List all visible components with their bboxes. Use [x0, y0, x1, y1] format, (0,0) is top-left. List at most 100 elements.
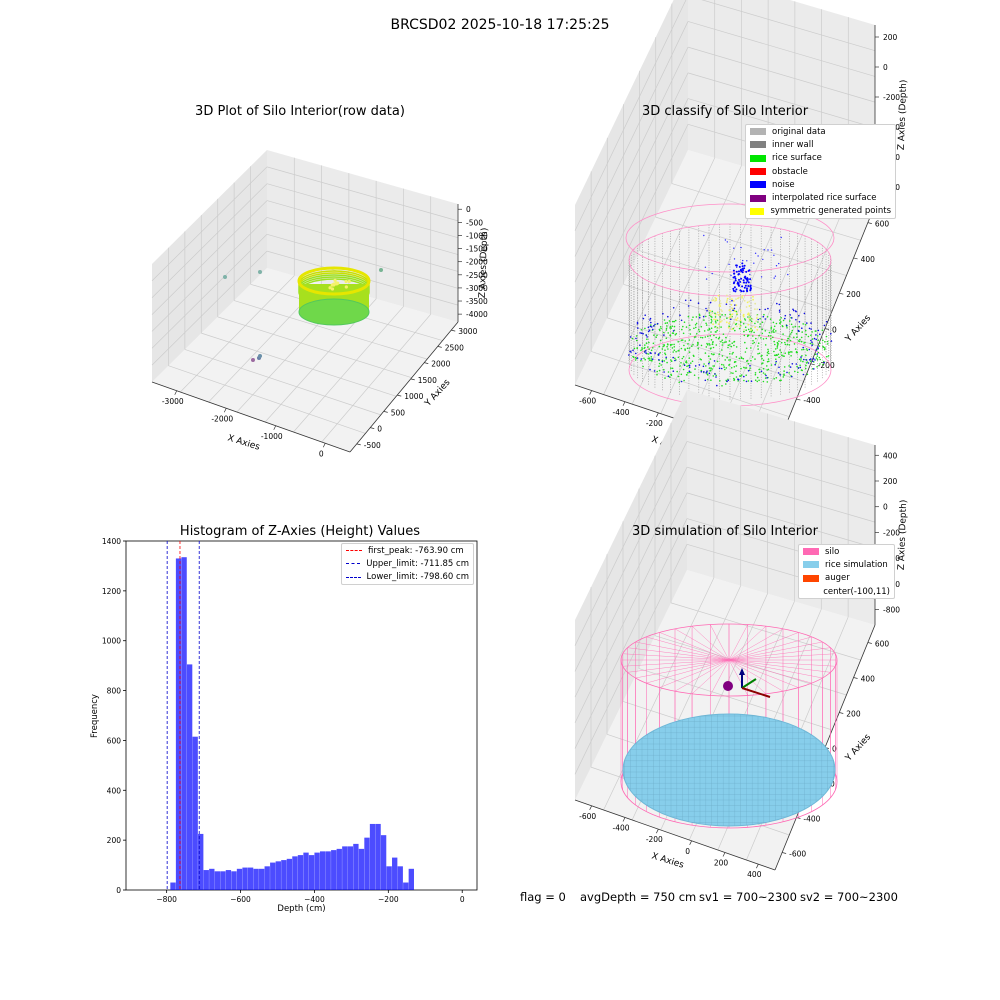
rice-surface-point: [786, 343, 789, 346]
rice-surface-point: [735, 365, 738, 367]
noise-point: [817, 346, 819, 348]
noise-point: [738, 278, 740, 281]
rice-surface-point: [731, 342, 733, 345]
rice-surface-point: [745, 329, 747, 332]
histogram-bar: [231, 871, 237, 890]
noise-point: [731, 299, 733, 302]
noise-point: [734, 290, 737, 293]
rice-surface-point: [704, 352, 707, 354]
noise-point: [648, 329, 651, 332]
noise-point: [791, 363, 794, 365]
symmetric-generated-point: [754, 326, 756, 329]
noise-point: [639, 344, 641, 347]
raw-point-cylinder-base: [298, 298, 370, 326]
rice-surface-point: [773, 328, 775, 331]
symmetric-generated-point: [752, 298, 754, 301]
rice-surface-point: [660, 327, 662, 330]
rice-surface-point: [754, 373, 757, 376]
rice-surface-point: [791, 329, 794, 332]
silo-roof-line: [674, 659, 730, 692]
rice-surface-point: [779, 322, 781, 325]
noise-point: [743, 264, 746, 267]
silo-roof-line: [659, 632, 730, 661]
legend-line: [346, 563, 361, 565]
rice-surface-point: [749, 330, 751, 333]
z-axis-label: Z Axies (Depth): [478, 228, 490, 299]
auger-axis-x: [741, 687, 771, 698]
legend-swatch: [803, 561, 819, 569]
symmetric-generated-point: [709, 309, 712, 312]
rice-surface-point: [730, 367, 733, 369]
rice-surface-point: [652, 342, 655, 345]
symmetric-generated-point: [717, 314, 720, 316]
noise-point: [808, 327, 811, 330]
x-tick: [174, 390, 178, 395]
z-tick-label: 400: [883, 451, 898, 460]
rice-surface-point: [786, 339, 789, 342]
y-tick: [410, 378, 415, 381]
rice-surface-point: [827, 355, 830, 357]
noise-point: [809, 358, 812, 360]
rice-surface-point: [740, 356, 743, 359]
x-tick-label: -400: [612, 824, 629, 833]
symmetric-generated-point: [748, 313, 751, 315]
rice-surface-point: [775, 358, 777, 361]
grid-line: [234, 300, 428, 360]
rice-surface-point: [670, 359, 672, 361]
rice-surface-point: [677, 341, 679, 343]
noise-point: [742, 259, 744, 262]
rice-surface-point: [656, 370, 658, 373]
raw-outlier-point: [223, 275, 227, 279]
noise-point: [767, 249, 769, 251]
rice-surface-point: [786, 327, 788, 329]
rice-surface-point: [816, 366, 818, 368]
rice-surface-point: [705, 315, 707, 318]
noise-point: [732, 309, 734, 312]
rice-surface-point: [640, 359, 642, 362]
grid-line: [151, 183, 268, 298]
x-tick: [273, 425, 277, 430]
noise-point: [811, 344, 813, 347]
rice-surface-point: [707, 329, 709, 331]
z-tick-label: -200: [883, 93, 900, 102]
grid-line: [180, 275, 295, 393]
y-tick-label: 0: [377, 425, 382, 434]
rice-surface-point: [636, 347, 638, 349]
x-axis-label: Depth (cm): [277, 904, 325, 914]
rice-surface-point: [712, 375, 715, 377]
status-sv1: sv1 = 700~2300: [699, 890, 797, 904]
noise-point: [735, 270, 738, 273]
rice-surface-point: [782, 355, 784, 357]
rice-surface-point: [742, 322, 745, 325]
rice-surface-point: [764, 373, 766, 376]
silo-roof-line: [710, 624, 730, 661]
rice-surface-point: [750, 359, 752, 362]
rice-surface-point: [728, 359, 730, 361]
rice-surface-point: [714, 316, 717, 318]
y-tick-label: 1000: [404, 392, 423, 401]
noise-point: [802, 346, 804, 349]
noise-point: [738, 265, 741, 268]
noise-point: [745, 281, 748, 284]
rice-surface-point: [737, 380, 739, 382]
rice-surface-point: [682, 332, 685, 335]
rice-surface-point: [794, 325, 797, 328]
rice-surface-point: [775, 322, 778, 325]
rice-surface-point: [806, 373, 809, 376]
rice-surface-point: [740, 367, 742, 370]
rice-surface-point: [682, 325, 684, 328]
noise-point: [720, 367, 723, 370]
rice-surface-point: [721, 339, 723, 342]
rice-surface-point: [784, 343, 787, 346]
rice-surface-point: [689, 333, 692, 335]
noise-point: [651, 358, 654, 361]
symmetric-generated-point: [726, 297, 729, 300]
rice-surface-point: [664, 349, 666, 352]
symmetric-generated-point: [719, 300, 721, 302]
noise-point: [778, 303, 781, 306]
rice-surface-point: [715, 331, 717, 333]
rice-surface-point: [710, 347, 712, 349]
rice-surface-point: [780, 379, 782, 382]
rice-surface-point: [698, 330, 701, 333]
rice-surface-point: [753, 341, 756, 344]
